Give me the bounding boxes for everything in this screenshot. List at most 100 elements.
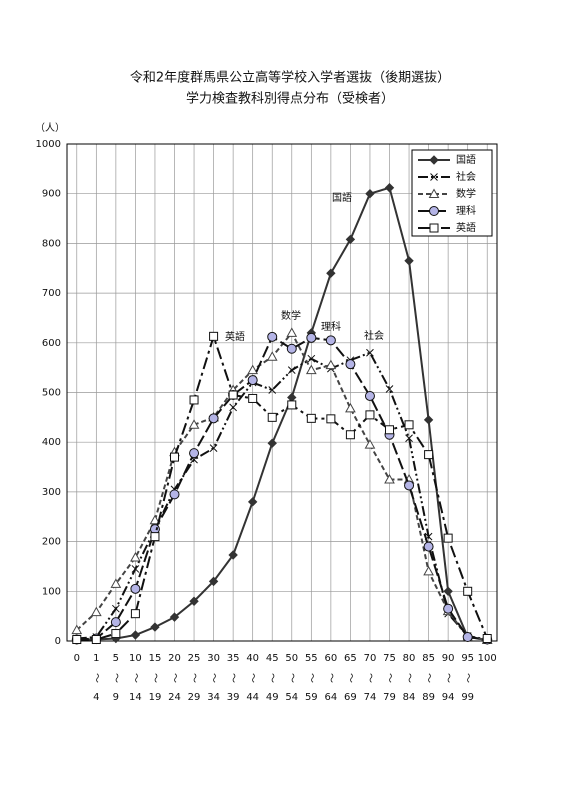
- marker: [169, 612, 180, 622]
- marker: [306, 332, 317, 343]
- x-tick-label-end: 24: [168, 692, 181, 703]
- marker: [345, 234, 356, 245]
- marker: [366, 348, 374, 357]
- marker: [130, 609, 140, 619]
- x-tick-label-end: 99: [461, 692, 474, 703]
- x-tick-separator: ～: [227, 673, 238, 683]
- x-tick-label: 65: [344, 653, 357, 664]
- y-tick-label: 900: [42, 189, 61, 200]
- x-tick-label-end: 39: [227, 692, 240, 703]
- marker: [91, 635, 101, 645]
- marker: [112, 604, 120, 613]
- x-tick-label-end: 14: [129, 692, 142, 703]
- marker: [404, 420, 414, 430]
- annotation: 英語: [225, 330, 245, 343]
- marker: [188, 419, 200, 429]
- x-tick-label-end: 79: [383, 692, 396, 703]
- marker: [208, 576, 219, 587]
- y-tick-label: 100: [42, 586, 61, 597]
- chart-subtitle: 学力検査教科別得点分布（受検者）: [186, 91, 394, 107]
- x-tick-label: 0: [74, 653, 80, 664]
- marker: [228, 390, 238, 400]
- marker: [209, 331, 219, 341]
- x-tick-separator: ～: [110, 673, 121, 683]
- marker: [287, 366, 296, 374]
- legend-label: 社会: [456, 170, 476, 183]
- legend-label: 英語: [456, 221, 476, 234]
- legend-box: [411, 149, 493, 237]
- marker: [482, 634, 492, 644]
- marker: [268, 386, 277, 394]
- marker: [443, 586, 453, 597]
- marker: [71, 624, 83, 635]
- marker: [209, 444, 218, 453]
- marker: [325, 335, 336, 346]
- x-tick-separator: ～: [169, 673, 180, 683]
- x-tick-label-end: 84: [403, 692, 416, 703]
- x-tick-separator: ～: [403, 673, 414, 683]
- marker: [345, 359, 356, 370]
- marker: [189, 395, 199, 405]
- marker: [170, 452, 179, 462]
- marker: [247, 497, 258, 507]
- x-tick-separator: ～: [208, 673, 219, 683]
- x-tick-label-end: 94: [442, 692, 455, 703]
- marker: [424, 450, 434, 460]
- x-tick-label-end: 4: [93, 692, 99, 703]
- marker: [326, 414, 336, 424]
- marker: [404, 480, 415, 491]
- marker: [130, 583, 141, 594]
- y-tick-label: 0: [55, 636, 61, 647]
- marker: [345, 430, 355, 440]
- x-tick-label: 85: [422, 653, 435, 664]
- x-tick-separator: ～: [286, 673, 297, 683]
- y-tick-label: 700: [42, 288, 61, 299]
- x-tick-label: 10: [129, 653, 142, 664]
- y-tick-label: 500: [42, 388, 61, 399]
- series-line: [76, 351, 488, 641]
- marker: [307, 354, 316, 363]
- x-tick-separator: ～: [344, 673, 355, 683]
- marker: [428, 188, 440, 198]
- series-line: [76, 331, 488, 641]
- x-tick-separator: ～: [325, 673, 336, 683]
- legend-label: 理科: [456, 204, 476, 217]
- marker: [286, 327, 298, 337]
- marker: [385, 385, 394, 393]
- x-tick-separator: ～: [149, 673, 160, 683]
- marker: [110, 578, 122, 588]
- series-line: [76, 186, 488, 641]
- annotation: 数学: [281, 309, 301, 322]
- marker: [345, 402, 356, 413]
- x-tick-label: 20: [168, 653, 181, 664]
- marker: [248, 393, 258, 403]
- x-tick-separator: ～: [384, 673, 395, 683]
- marker: [110, 617, 121, 628]
- y-tick-label: 300: [42, 487, 61, 498]
- marker: [443, 533, 453, 543]
- marker: [384, 183, 395, 193]
- x-tick-label: 55: [305, 653, 318, 664]
- marker: [208, 413, 219, 424]
- x-tick-separator: ～: [442, 673, 453, 683]
- x-tick-label-end: 59: [305, 692, 318, 703]
- x-tick-label: 35: [227, 653, 240, 664]
- marker: [189, 596, 199, 606]
- marker: [305, 364, 317, 375]
- x-tick-label-end: 9: [113, 692, 119, 703]
- annotation: 社会: [364, 329, 384, 342]
- x-tick-separator: ～: [188, 673, 199, 683]
- x-tick-label: 75: [383, 653, 396, 664]
- marker: [423, 565, 434, 576]
- marker: [405, 434, 413, 443]
- y-tick-label: 400: [42, 437, 61, 448]
- legend-label: 国語: [456, 153, 476, 166]
- series-line: [76, 333, 489, 641]
- annotation: 理科: [321, 320, 341, 333]
- marker: [169, 489, 180, 500]
- y-unit: （人）: [35, 122, 65, 134]
- x-tick-label-end: 29: [188, 692, 201, 703]
- x-tick-label: 80: [403, 653, 416, 664]
- y-tick-label: 200: [42, 537, 61, 548]
